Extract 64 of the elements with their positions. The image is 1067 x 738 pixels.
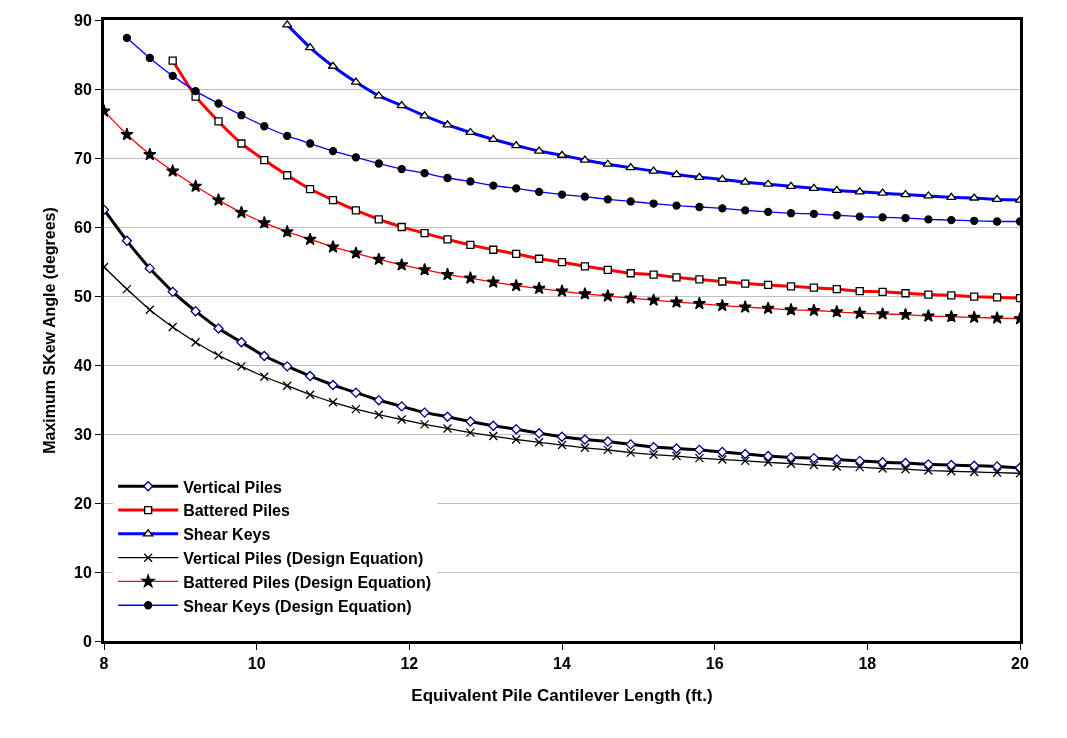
x-tick-label: 8: [99, 655, 109, 673]
x-axis-title: Equivalent Pile Cantilever Length (ft.): [411, 685, 713, 705]
point: [648, 450, 659, 460]
point: [603, 445, 613, 455]
point: [511, 434, 521, 445]
point: [694, 453, 705, 463]
point: [282, 381, 292, 391]
y-tick-label: 90: [74, 11, 92, 29]
y-tick-label: 20: [74, 494, 92, 512]
point: [992, 467, 1002, 478]
point: [946, 466, 956, 476]
x-tick-label: 16: [705, 655, 724, 673]
point: [923, 465, 934, 476]
point: [671, 451, 682, 461]
point: [877, 463, 888, 474]
point: [442, 423, 453, 434]
legend-label: Shear Keys: [183, 526, 271, 544]
y-tick-label: 0: [82, 632, 92, 650]
point: [259, 372, 269, 382]
point: [145, 305, 155, 315]
point: [465, 427, 476, 438]
point: [534, 437, 544, 447]
point: [168, 322, 178, 332]
legend-label: Vertical Piles (Design Equation): [183, 549, 424, 567]
y-tick-label: 30: [74, 425, 92, 443]
y-axis-title: Maximum SKew Angle (degrees): [40, 207, 58, 454]
legend-label: Vertical Piles: [183, 478, 282, 496]
x-tick-label: 18: [858, 655, 877, 673]
point: [557, 440, 567, 450]
point: [855, 462, 865, 472]
y-tick-label: 10: [74, 563, 92, 581]
point: [122, 284, 132, 294]
point: [832, 461, 842, 472]
point: [351, 404, 361, 414]
y-tick-label: 80: [74, 80, 92, 98]
y-tick-label: 60: [74, 218, 92, 236]
legend-label: Battered Piles: [183, 502, 290, 520]
point: [488, 431, 498, 441]
point: [236, 361, 247, 372]
point: [763, 457, 773, 467]
point: [717, 454, 727, 465]
x-tick-label: 20: [1011, 655, 1029, 673]
point: [809, 460, 819, 470]
point: [190, 337, 201, 347]
point: [328, 397, 338, 407]
y-tick-label: 70: [74, 149, 92, 167]
x-tick-label: 12: [400, 655, 419, 673]
point: [397, 414, 407, 425]
point: [740, 456, 750, 466]
point: [786, 459, 796, 469]
point: [374, 410, 384, 420]
legend-label: Shear Keys (Design Equation): [183, 597, 412, 615]
point: [900, 464, 911, 474]
x-tick-label: 14: [553, 655, 571, 673]
point: [213, 350, 224, 360]
x-tick-label: 10: [247, 655, 266, 673]
point: [305, 390, 315, 400]
point: [969, 467, 979, 477]
point: [580, 443, 590, 453]
y-tick-label: 40: [74, 356, 92, 374]
point: [419, 419, 430, 429]
legend-label: Battered Piles (Design Equation): [183, 573, 432, 591]
point: [626, 447, 636, 458]
y-tick-label: 50: [74, 287, 92, 305]
